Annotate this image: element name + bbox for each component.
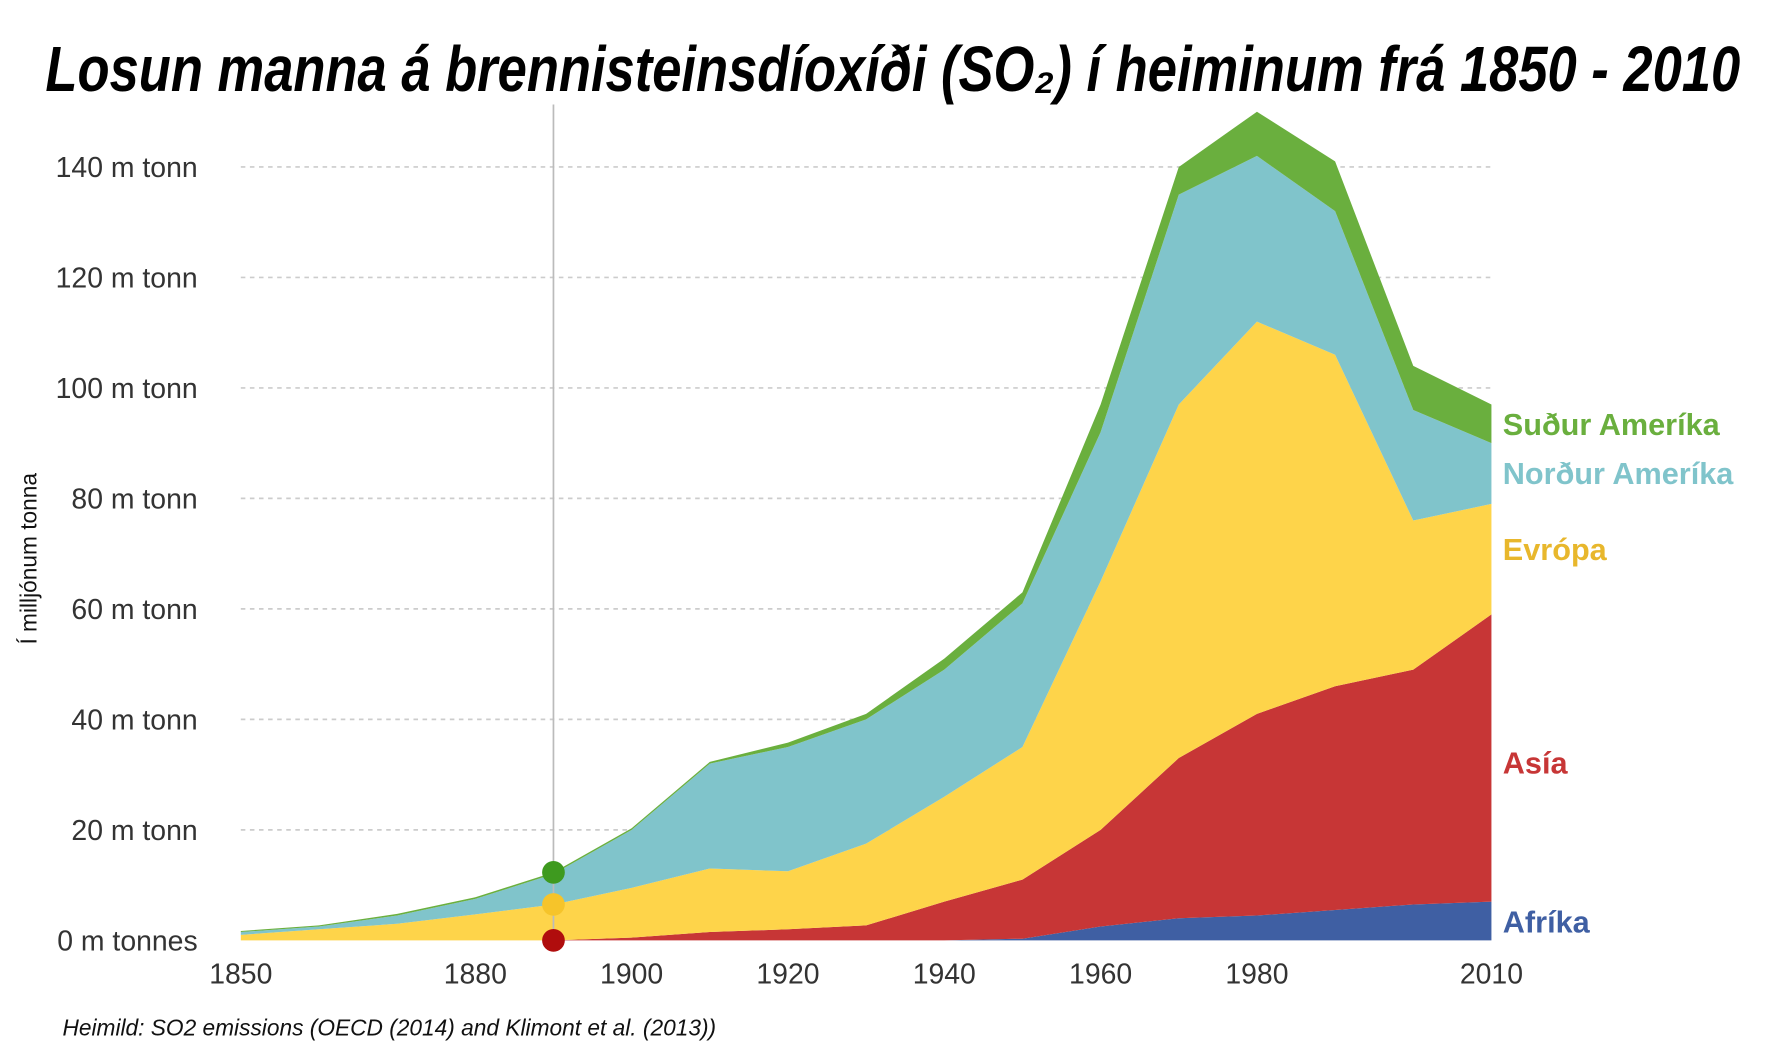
y-tick-label: 20 m tonn — [71, 815, 197, 847]
series-label: Suður Ameríka — [1503, 408, 1721, 442]
x-tick-label: 1900 — [600, 959, 663, 991]
area-afríka — [240, 901, 1492, 941]
series-label: Evrópa — [1503, 533, 1608, 567]
area-evrópa — [240, 321, 1492, 941]
series-labels: Afríka Asía Evrópa Norður Ameríka Suður Amer… — [1503, 408, 1735, 939]
x-tick-label: 1960 — [1069, 959, 1132, 991]
x-tick-label: 1880 — [444, 959, 507, 991]
source-note: Heimild: SO2 emissions (OECD (2014) and … — [62, 1015, 716, 1041]
hover-dot-asía — [542, 928, 565, 952]
x-tick-label: 1920 — [756, 959, 819, 991]
x-axis-ticks: 1850 1880 1900 1920 1940 1960 1980 2010 — [209, 959, 1523, 991]
area-asía — [240, 614, 1492, 941]
hover-dot-suður-ameríka — [542, 861, 565, 884]
y-axis-label: Í milljónum tonna — [15, 473, 41, 645]
hover-indicator — [542, 104, 565, 952]
hover-dot-evrópa — [542, 893, 565, 916]
area-norður-ameríka — [240, 155, 1492, 935]
series-label: Norður Ameríka — [1503, 457, 1735, 491]
x-tick-label: 1980 — [1225, 959, 1288, 991]
y-tick-label: 100 m tonn — [56, 373, 198, 405]
series-label: Asía — [1503, 746, 1569, 780]
y-tick-label: 140 m tonn — [56, 152, 198, 184]
x-tick-label: 1850 — [209, 959, 272, 991]
y-tick-label: 120 m tonn — [56, 263, 198, 295]
chart-title: Losun manna á brennisteinsdíoxíði (SO₂) … — [45, 34, 1740, 105]
y-tick-label: 60 m tonn — [71, 594, 197, 626]
x-tick-label: 1940 — [913, 959, 976, 991]
stacked-areas — [240, 111, 1492, 941]
y-tick-label: 40 m tonn — [71, 705, 197, 737]
y-axis-ticks: 0 m tonnes 20 m tonn 40 m tonn 60 m tonn 80 … — [56, 152, 198, 957]
y-tick-label: 0 m tonnes — [57, 926, 197, 958]
series-label: Afríka — [1503, 905, 1591, 939]
y-tick-label: 80 m tonn — [71, 484, 197, 516]
x-tick-label: 2010 — [1460, 959, 1523, 991]
